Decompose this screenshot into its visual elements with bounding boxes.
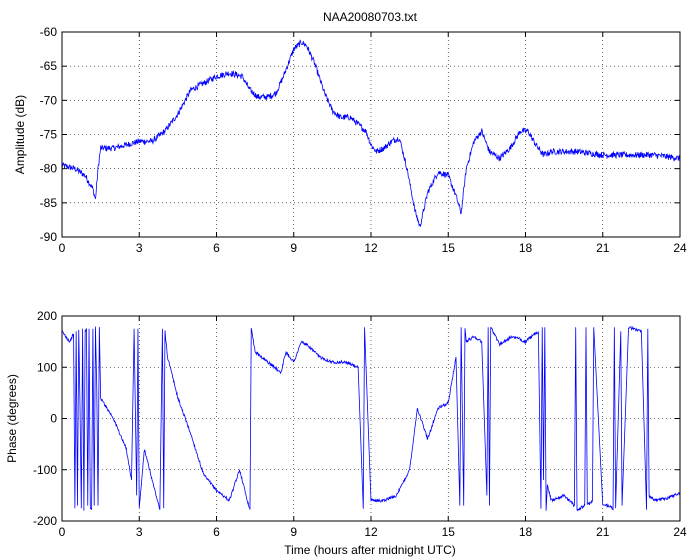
phase-x-tick-label: 15 xyxy=(442,525,456,539)
phase-x-tick-label: 24 xyxy=(673,525,687,539)
phase-x-tick-label: 21 xyxy=(596,525,610,539)
amplitude-x-tick-label: 15 xyxy=(442,241,456,255)
phase-ticks: 0 3 6 9 12 15 18 21 24 -200 -100 0 100 200 xyxy=(33,309,687,539)
amplitude-y-tick-label: -65 xyxy=(40,59,58,73)
amplitude-y-tick-label: -60 xyxy=(40,25,58,39)
amplitude-ticks: 0 3 6 9 12 15 18 21 24 -90 -85 -80 -75 -70 -65 -60 xyxy=(40,25,687,255)
amplitude-x-tick-label: 12 xyxy=(364,241,378,255)
phase-line xyxy=(61,325,681,512)
amplitude-y-tick-label: -90 xyxy=(40,230,58,244)
amplitude-y-tick-label: -80 xyxy=(40,162,58,176)
amplitude-x-tick-label: 0 xyxy=(59,241,66,255)
amplitude-x-tick-label: 24 xyxy=(673,241,687,255)
amplitude-panel: NAA20080703.txt 0 3 6 9 12 15 18 21 24 -90 -85 -80 -… xyxy=(13,10,687,255)
amplitude-x-tick-label: 6 xyxy=(213,241,220,255)
amplitude-x-tick-label: 9 xyxy=(290,241,297,255)
amplitude-x-tick-label: 21 xyxy=(596,241,610,255)
x-axis-label: Time (hours after midnight UTC) xyxy=(284,543,456,557)
amplitude-line xyxy=(61,39,681,227)
phase-y-tick-label: 200 xyxy=(37,309,57,323)
phase-panel: 0 3 6 9 12 15 18 21 24 -200 -100 0 100 200 Phase (deg… xyxy=(5,309,687,557)
amplitude-y-tick-label: -85 xyxy=(40,196,58,210)
phase-y-tick-label: -100 xyxy=(33,463,57,477)
phase-y-tick-label: 100 xyxy=(37,360,57,374)
phase-x-tick-label: 12 xyxy=(364,525,378,539)
amplitude-y-tick-label: -75 xyxy=(40,128,58,142)
phase-y-tick-label: 0 xyxy=(50,412,57,426)
phase-series xyxy=(61,325,681,512)
phase-x-tick-label: 3 xyxy=(136,525,143,539)
phase-x-tick-label: 0 xyxy=(59,525,66,539)
amplitude-x-tick-label: 18 xyxy=(519,241,533,255)
amplitude-y-axis-label: Amplitude (dB) xyxy=(13,95,27,174)
phase-x-tick-label: 6 xyxy=(213,525,220,539)
amplitude-series xyxy=(61,39,681,227)
phase-x-tick-label: 9 xyxy=(290,525,297,539)
chart-title: NAA20080703.txt xyxy=(323,10,418,24)
phase-x-tick-label: 18 xyxy=(519,525,533,539)
phase-y-tick-label: -200 xyxy=(33,514,57,528)
amplitude-grid xyxy=(62,32,680,237)
phase-grid xyxy=(62,316,680,521)
amplitude-y-tick-label: -70 xyxy=(40,93,58,107)
phase-y-axis-label: Phase (degrees) xyxy=(5,374,19,463)
amplitude-x-tick-label: 3 xyxy=(136,241,143,255)
